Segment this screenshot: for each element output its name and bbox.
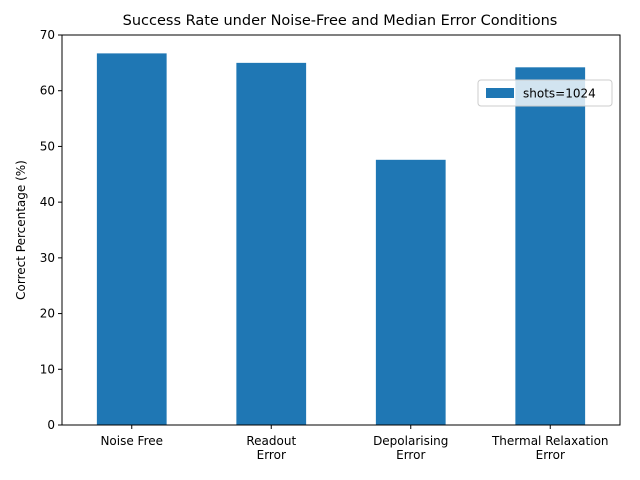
y-tick-label: 0 <box>47 418 55 432</box>
x-tick-label: Depolarising Error <box>373 434 448 462</box>
y-tick-label: 40 <box>40 195 55 209</box>
bar <box>375 159 446 426</box>
bars-layer <box>96 53 586 426</box>
plot-frame <box>61 34 621 426</box>
legend-swatch <box>486 88 514 98</box>
bar <box>236 62 307 425</box>
axes-layer: 0 10 20 30 40 50 60 70 Noise Free Readout Error Dep… <box>40 28 621 462</box>
x-tick-label: Thermal Relaxation Error <box>491 434 609 462</box>
bar <box>515 67 586 426</box>
x-tick-label: Readout Error <box>246 434 296 462</box>
y-tick-label: 60 <box>40 84 55 98</box>
legend: shots=1024 <box>477 79 613 107</box>
chart-title: Success Rate under Noise-Free and Median… <box>123 13 558 29</box>
y-axis-title: Correct Percentage (%) <box>14 160 28 300</box>
legend-label: shots=1024 <box>523 87 596 101</box>
y-tick-label: 50 <box>40 139 55 153</box>
y-tick-label: 10 <box>40 362 55 376</box>
y-tick-label: 20 <box>40 307 55 321</box>
bar <box>96 53 167 426</box>
y-tick-label: 30 <box>40 251 55 265</box>
x-tick-label: Noise Free <box>100 434 163 448</box>
legend-box <box>477 79 613 107</box>
y-tick-label: 70 <box>40 28 55 42</box>
